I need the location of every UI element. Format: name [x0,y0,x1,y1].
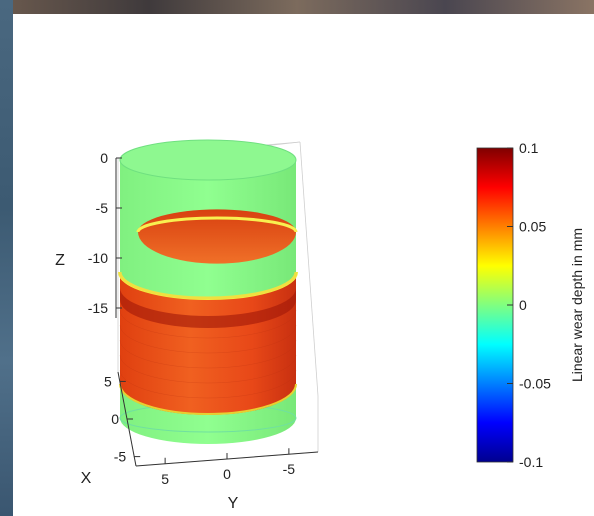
x-tick-label: -5 [114,449,127,465]
photo-strip-left [0,0,13,516]
z-axis-label: Z [55,252,65,269]
z-tick-label: 0 [100,150,108,166]
colorbar-label: Linear wear depth in mm [569,228,585,382]
inner-rim-edge [136,216,298,233]
band-worn-peak [120,288,296,328]
box-edge [299,141,319,397]
inner-worn-surface [138,209,296,264]
y-axis: 5 0 -5 Y [135,448,319,512]
y-tick-label: -5 [283,461,296,477]
colorbar-tick-label: 0.05 [519,219,546,235]
z-axis: 0 -5 -10 -15 Z [55,150,122,318]
y-tick-label: 0 [223,466,231,482]
colorbar-tick-label: -0.05 [519,376,551,392]
colorbar-tick-label: 0.1 [519,140,539,156]
band-yellow-edge [118,271,298,300]
x-tick-label: 0 [111,411,119,427]
colorbar-tick-label: -0.1 [519,454,543,470]
z-tick-label: -15 [88,300,108,316]
colorbar-tick-label: 0 [519,297,527,313]
y-tick-label: 5 [161,471,169,487]
band-transition-bottom [119,383,297,415]
top-rim [119,139,297,181]
x-axis: 5 0 -5 X [81,371,141,487]
x-tick-label: 5 [104,373,112,389]
y-axis-label: Y [228,495,239,512]
colorbar: 0.1 0.05 0 -0.05 -0.1 Linear wear depth in m… [476,140,585,470]
photo-strip-top [0,0,594,14]
z-tick-label: -10 [88,250,108,266]
x-axis-label: X [81,470,92,487]
z-tick-label: -5 [96,200,109,216]
cylinder-surface [118,139,298,444]
surface-texture [119,309,297,399]
band-worn-main [120,272,296,415]
